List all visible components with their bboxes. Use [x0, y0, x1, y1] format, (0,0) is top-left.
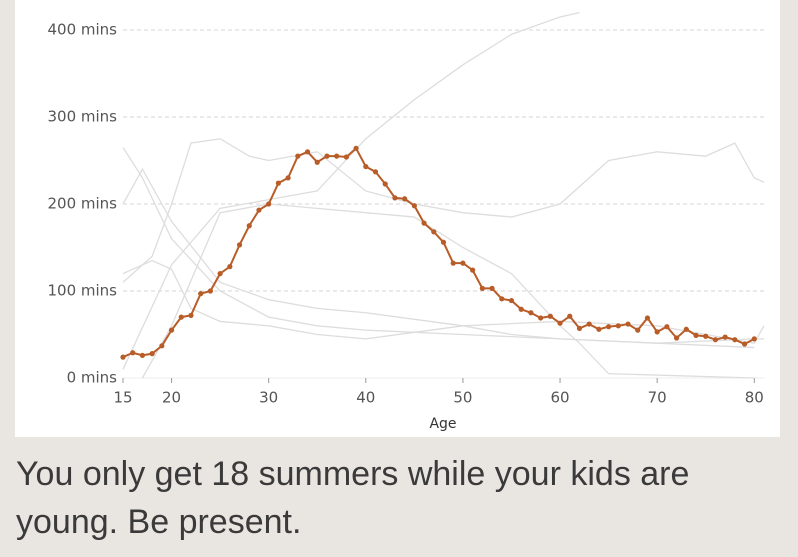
data-point: [635, 327, 641, 333]
data-point: [450, 260, 456, 266]
series-line: [122, 147, 755, 349]
data-point: [703, 333, 709, 339]
data-point: [217, 271, 223, 277]
data-point: [557, 320, 563, 326]
series-line: [122, 11, 580, 370]
data-point: [606, 324, 612, 330]
x-axis-label: Age: [429, 416, 456, 432]
data-point: [654, 329, 660, 335]
data-point: [460, 260, 466, 266]
data-point: [227, 264, 233, 270]
series-line: [141, 203, 755, 379]
y-tick-label: 0 mins: [67, 369, 118, 387]
x-tick-label: 70: [648, 389, 667, 407]
data-point: [178, 314, 184, 320]
data-point: [576, 325, 583, 332]
data-point: [479, 285, 485, 291]
chart-panel: Age 0 mins 100 mins 200 mins 300 mins 400 mi…: [15, 0, 780, 437]
series-line: [122, 259, 765, 344]
data-point: [528, 310, 534, 316]
data-point: [256, 207, 262, 213]
data-point: [586, 321, 592, 327]
data-point: [266, 201, 272, 207]
data-point: [314, 159, 320, 165]
data-point: [285, 175, 291, 181]
x-tick-label: 20: [162, 389, 181, 407]
data-point: [440, 239, 447, 245]
data-point: [538, 315, 544, 321]
data-point: [741, 341, 748, 347]
data-point: [489, 285, 495, 291]
data-point: [518, 306, 524, 312]
data-point: [149, 351, 155, 357]
data-point: [431, 229, 437, 235]
data-point: [732, 337, 738, 343]
data-point: [693, 332, 699, 338]
y-tick-label: 200 mins: [48, 195, 118, 213]
data-point: [198, 291, 204, 297]
data-point: [664, 324, 670, 330]
data-point: [644, 315, 651, 321]
data-point: [324, 153, 330, 159]
data-point: [470, 267, 476, 273]
data-point: [508, 297, 515, 304]
series-line: [122, 167, 764, 344]
data-point: [353, 145, 359, 151]
data-point: [363, 163, 369, 170]
data-point: [673, 335, 680, 341]
x-tick-label: 80: [745, 389, 764, 407]
series-line: [122, 138, 765, 283]
x-tick-label: 30: [259, 389, 278, 407]
x-tick-label: 60: [550, 389, 569, 407]
data-point: [275, 180, 281, 186]
data-point: [567, 313, 573, 319]
data-point: [130, 350, 136, 356]
data-point: [168, 327, 175, 333]
data-point: [120, 354, 126, 360]
data-point: [188, 312, 194, 318]
data-point: [372, 169, 379, 175]
x-tick-label: 40: [356, 389, 375, 407]
data-point: [615, 323, 621, 329]
data-point: [207, 288, 214, 294]
y-tick-label: 100 mins: [48, 282, 118, 300]
data-point: [392, 195, 398, 201]
data-point: [411, 203, 417, 209]
data-point: [625, 321, 631, 327]
x-tick-label: 15: [113, 389, 132, 407]
y-tick-label: 400 mins: [48, 21, 118, 39]
data-point: [304, 149, 311, 155]
data-point: [159, 343, 165, 349]
data-point: [295, 153, 301, 159]
data-point: [683, 326, 689, 332]
data-point: [236, 242, 243, 248]
data-point: [751, 336, 757, 342]
data-point: [246, 223, 252, 229]
data-point: [402, 196, 408, 202]
data-point: [499, 296, 505, 302]
data-point: [334, 153, 340, 159]
data-point: [382, 181, 388, 187]
x-tick-label: 50: [453, 389, 472, 407]
data-point: [712, 337, 719, 343]
data-point: [421, 220, 427, 226]
data-point: [547, 313, 553, 319]
data-point: [596, 326, 602, 332]
y-tick-label: 300 mins: [48, 108, 118, 126]
data-point: [139, 352, 146, 358]
data-point: [343, 154, 349, 160]
caption: You only get 18 summers while your kids …: [16, 455, 690, 541]
data-point: [722, 334, 728, 340]
chart: Age 0 mins 100 mins 200 mins 300 mins 400 mi…: [48, 11, 765, 432]
